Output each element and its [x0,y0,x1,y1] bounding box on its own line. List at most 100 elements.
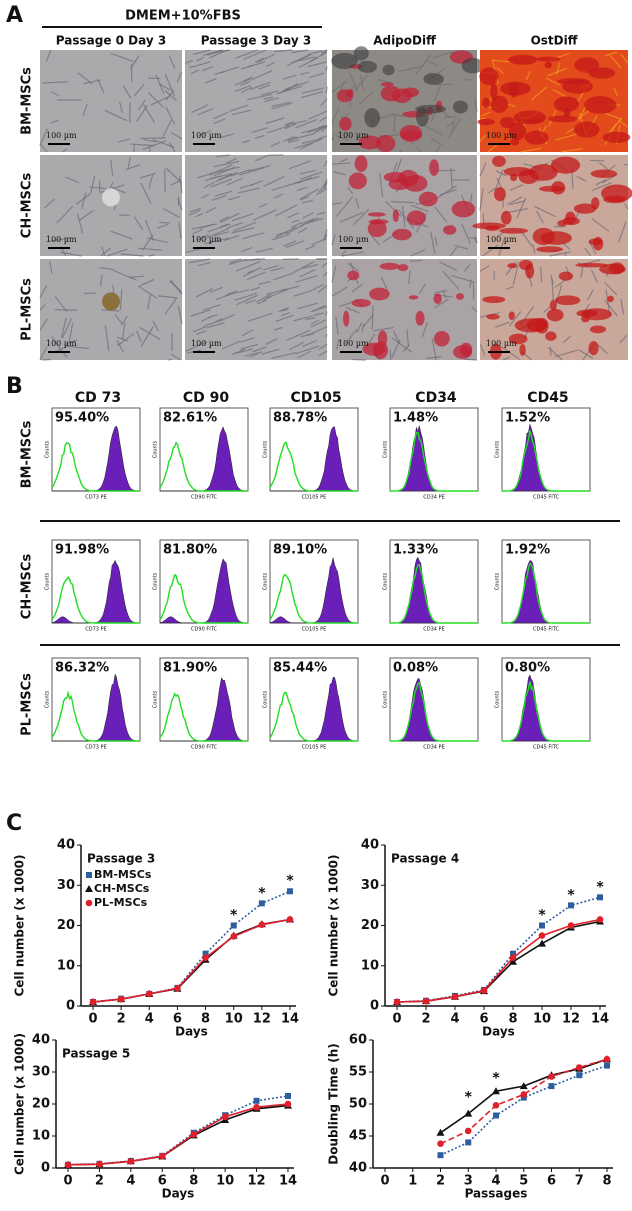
y-axis-label: Counts [45,572,51,590]
cell [232,109,252,116]
cell [242,232,265,240]
cell [176,72,183,83]
cell [323,271,328,277]
cell [51,336,68,358]
cell [60,317,67,339]
stain [508,122,527,141]
x-tick-label: 0 [392,1012,401,1027]
cell [295,118,318,129]
stain [554,295,581,306]
cell [509,183,524,191]
cell [379,172,384,198]
cell [532,244,536,254]
cell [331,162,351,165]
cell [62,148,68,153]
axis-label: CD105 PE [302,745,327,751]
cell [340,249,347,257]
micrograph: 100 µm [331,259,478,361]
percent-label: 0.08% [393,661,438,676]
cell [430,231,436,254]
stain [510,138,520,146]
stain [347,270,360,281]
series-line [396,918,601,1003]
y-tick-label: 10 [57,958,75,973]
legend-label: BM-MSCs [94,868,152,881]
cell [448,117,462,139]
cell [39,318,48,331]
cell [206,322,225,329]
cell [42,81,69,84]
x-tick-label: 7 [575,1174,584,1189]
cell [344,328,358,344]
marker [158,1152,166,1160]
cell [116,333,135,347]
stain [348,172,367,190]
cell [286,54,310,67]
cell [301,218,315,225]
cell [399,149,403,153]
cell [148,174,154,190]
percent-label: 1.92% [505,543,550,558]
cell [536,210,544,224]
scale-bar-label: 100 µm [338,131,369,140]
cell [265,338,278,345]
cell [226,177,244,186]
marker [422,997,430,1005]
cell [168,142,176,153]
cell [316,211,326,216]
row-label: PL-MSCs [20,278,35,341]
cell [120,253,144,257]
marker [96,1160,103,1168]
cell [562,335,571,344]
percent-label: 88.78% [273,411,327,426]
axis-label: CD90 FITC [191,627,217,633]
stain [588,238,603,246]
histogram-fill [52,425,141,492]
stain [443,225,457,235]
cell [318,183,328,193]
significance-mark: * [286,873,294,889]
cell [604,112,621,120]
group-header: DMEM+10%FBS [125,9,241,24]
x-tick-label: 10 [533,1012,551,1027]
cell [190,309,211,317]
cell [234,292,257,301]
cell [77,72,93,85]
scale-bar-label: 100 µm [46,235,77,244]
histogram-fill [390,425,478,492]
axis-label: CD45 FITC [533,495,559,501]
cell [288,139,300,144]
isotype-curve [269,691,358,742]
cell [191,104,209,114]
stain [408,295,419,300]
cell [301,125,327,134]
cell [311,238,326,246]
cell [545,77,560,86]
cell [216,314,235,323]
stain [508,333,528,345]
cell [241,329,254,337]
marker [64,1161,72,1169]
histogram-fill [270,426,359,492]
cell [427,59,438,67]
cell [287,212,300,219]
cell [189,207,201,213]
cell [231,348,246,356]
x-tick-label: 12 [248,1174,266,1189]
x-tick-label: 2 [95,1174,104,1189]
cell [265,61,276,68]
isotype-curve [269,573,358,624]
isotype-curve [159,441,248,492]
x-tick-label: 3 [464,1174,473,1189]
stain [380,85,402,102]
cell [560,148,583,153]
stain [406,210,427,226]
axis-label: CD45 FITC [533,627,559,633]
cell [196,330,207,335]
x-tick-label: 0 [88,1012,97,1027]
x-tick-label: 4 [126,1174,135,1189]
cell [254,134,265,140]
stain [455,293,464,300]
cell [274,204,298,217]
stain [364,107,380,128]
